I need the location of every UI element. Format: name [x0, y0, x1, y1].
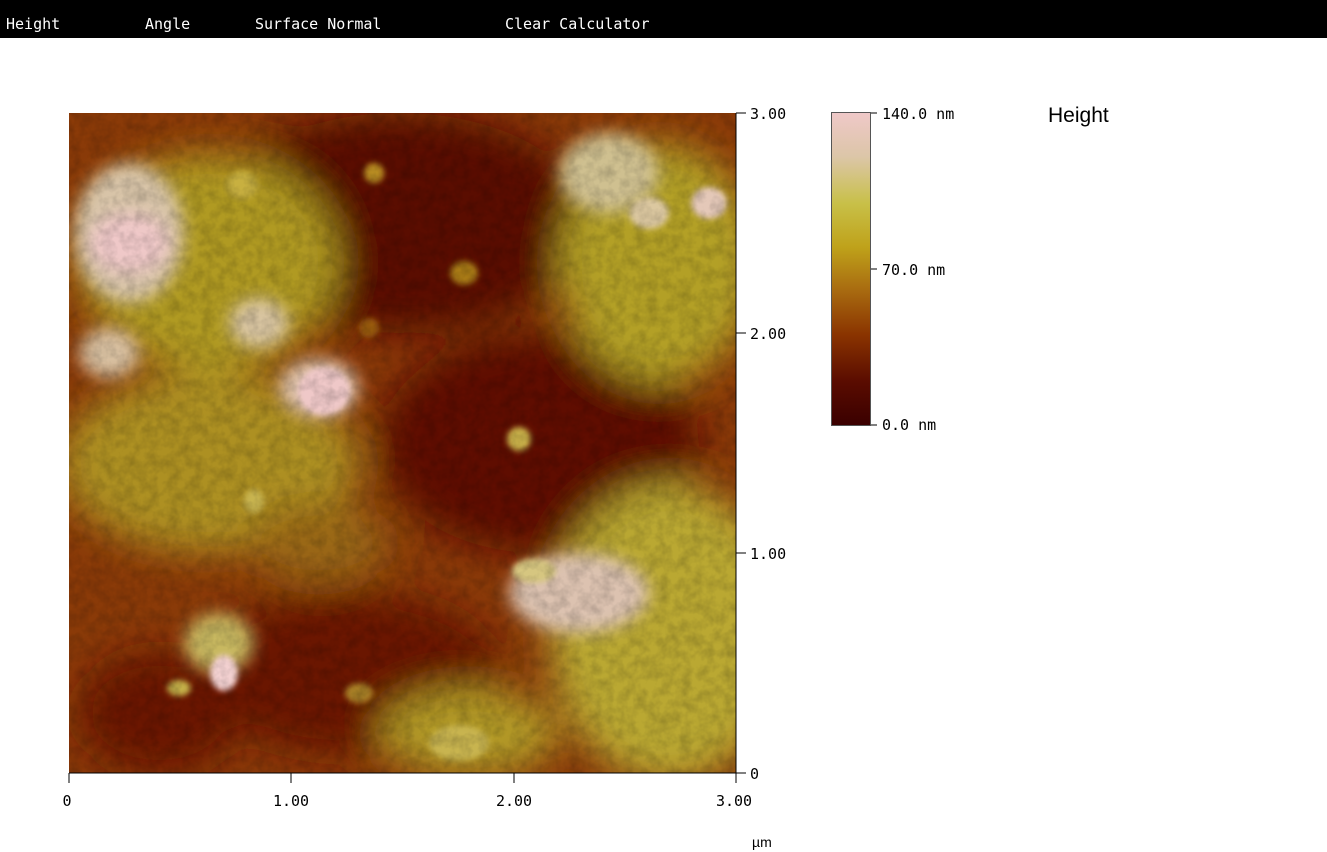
x-tick-label: 1.00 — [273, 792, 309, 810]
height-colorbar — [831, 112, 871, 426]
y-tick-label: 1.00 — [750, 545, 786, 563]
x-tick-label: 2.00 — [496, 792, 532, 810]
y-tick-label: 2.00 — [750, 325, 786, 343]
menu-item-surface-normal[interactable]: Surface Normal — [255, 15, 382, 33]
x-tick-label: 3.00 — [716, 792, 752, 810]
x-tick-label: 0 — [62, 792, 71, 810]
menu-item-height[interactable]: Height — [6, 15, 61, 33]
y-tick-label: 0 — [750, 765, 759, 783]
menu-item-clear-calculator[interactable]: Clear Calculator — [505, 15, 650, 33]
channel-title: Height — [1048, 104, 1109, 127]
afm-height-image[interactable] — [69, 113, 736, 773]
menu-bar: Height Angle Surface Normal Clear Calcul… — [0, 0, 1327, 38]
colorbar-max-label: 140.0 nm — [882, 105, 955, 123]
y-tick-label: 3.00 — [750, 105, 786, 123]
colorbar-mid-label: 70.0 nm — [882, 261, 946, 279]
menu-item-angle[interactable]: Angle — [145, 15, 191, 33]
axis-unit-label: µm — [752, 834, 772, 850]
colorbar-min-label: 0.0 nm — [882, 416, 937, 434]
